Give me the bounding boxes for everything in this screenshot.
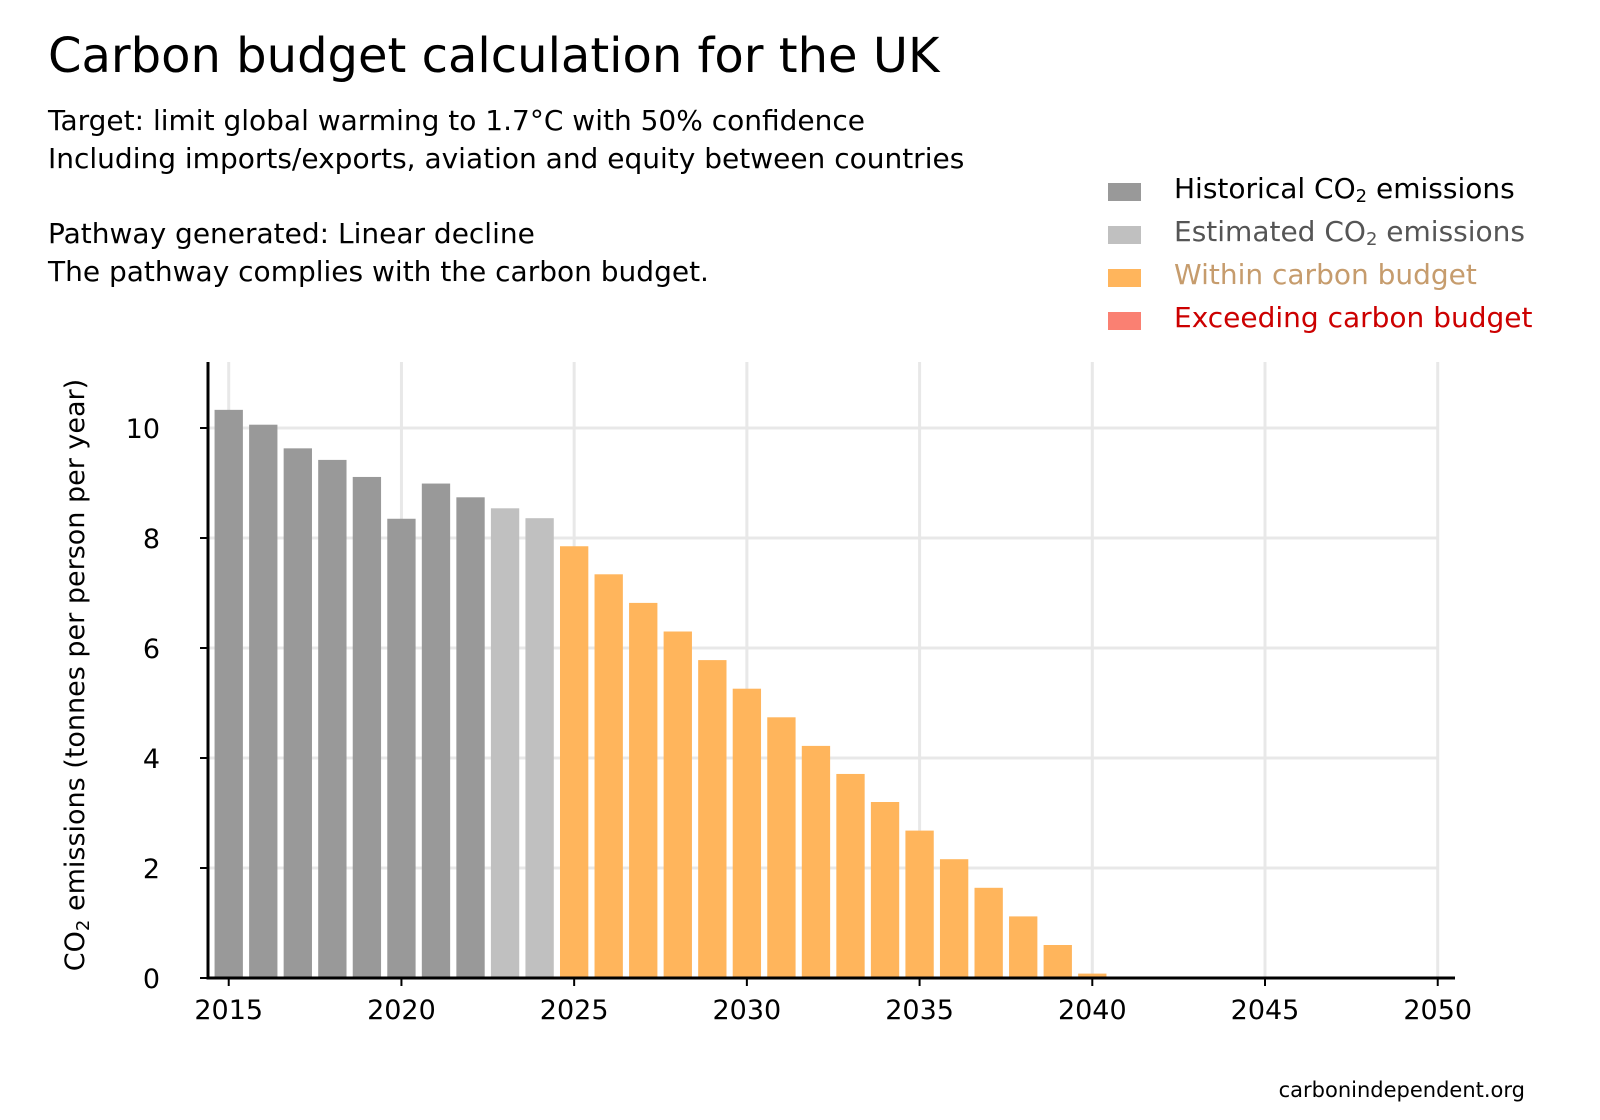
legend-swatch-historical	[1108, 183, 1141, 201]
x-tick-label: 2025	[540, 995, 609, 1026]
bar-within-2027	[629, 602, 658, 978]
bar-historical-2017	[283, 448, 312, 979]
bar-estimated-2023	[490, 508, 520, 978]
bar-estimated-2024	[525, 518, 554, 978]
y-tick-label: 2	[143, 854, 160, 885]
bar-within-2031	[767, 717, 796, 978]
x-tick-label: 2040	[1058, 995, 1127, 1026]
bar-within-2028	[663, 631, 692, 978]
source-credit: carbonindependent.org	[1278, 1078, 1525, 1102]
bars	[214, 409, 1452, 979]
x-tick-label: 2015	[194, 995, 263, 1026]
bar-within-2033	[836, 773, 865, 978]
bar-historical-2018	[318, 459, 347, 978]
bar-within-2038	[1009, 916, 1038, 978]
y-tick-label: 10	[126, 414, 160, 445]
bar-within-2035	[905, 830, 934, 978]
y-axis-label: CO2 emissions (tonnes per person per yea…	[60, 379, 94, 971]
bar-historical-2022	[456, 497, 485, 978]
compliance-line: The pathway complies with the carbon bud…	[48, 255, 709, 288]
bar-within-2034	[870, 802, 900, 978]
y-tick-labels: 0 2 4 6 8 10	[126, 414, 160, 995]
bar-within-2025	[559, 546, 589, 978]
bar-historical-2016	[249, 424, 278, 978]
y-tick-label: 6	[143, 634, 160, 665]
bar-within-2036	[939, 859, 969, 978]
bar-within-2030	[732, 688, 762, 978]
legend-label-exceeding: Exceeding carbon budget	[1174, 301, 1533, 334]
x-tick-label: 2050	[1403, 995, 1472, 1026]
legend-swatch-exceeding	[1108, 312, 1141, 330]
x-tick-labels: 2015 2020 2025 2030 2035 2040 2045 2050	[194, 995, 1472, 1026]
bar-historical-2019	[352, 476, 382, 978]
legend-label-historical: Historical CO2 emissions	[1174, 172, 1515, 207]
x-tick-label: 2045	[1231, 995, 1300, 1026]
x-tick-label: 2030	[713, 995, 782, 1026]
bar-within-2037	[974, 887, 1003, 978]
y-tick-label: 8	[143, 524, 160, 555]
axes	[200, 362, 1455, 986]
legend-label-within: Within carbon budget	[1174, 258, 1477, 291]
bar-within-2029	[698, 660, 727, 978]
bar-within-2040	[1078, 973, 1107, 978]
scope-line: Including imports/exports, aviation and …	[48, 142, 965, 175]
x-tick-label: 2020	[367, 995, 436, 1026]
pathway-line: Pathway generated: Linear decline	[48, 217, 535, 250]
bar-historical-2021	[421, 483, 451, 978]
y-tick-label: 4	[143, 744, 160, 775]
bar-historical-2020	[387, 518, 416, 978]
bar-historical-2015	[214, 409, 243, 979]
bar-within-2032	[801, 745, 831, 978]
x-tick-label: 2035	[885, 995, 954, 1026]
chart-title: Carbon budget calculation for the UK	[48, 28, 940, 84]
legend-swatch-estimated	[1108, 226, 1141, 244]
legend-swatch-within	[1108, 269, 1141, 287]
legend-label-estimated: Estimated CO2 emissions	[1174, 215, 1526, 250]
y-tick-label: 0	[143, 964, 160, 995]
bar-within-2039	[1043, 945, 1072, 978]
bar-within-2026	[594, 574, 623, 978]
target-line: Target: limit global warming to 1.7°C wi…	[48, 104, 866, 137]
